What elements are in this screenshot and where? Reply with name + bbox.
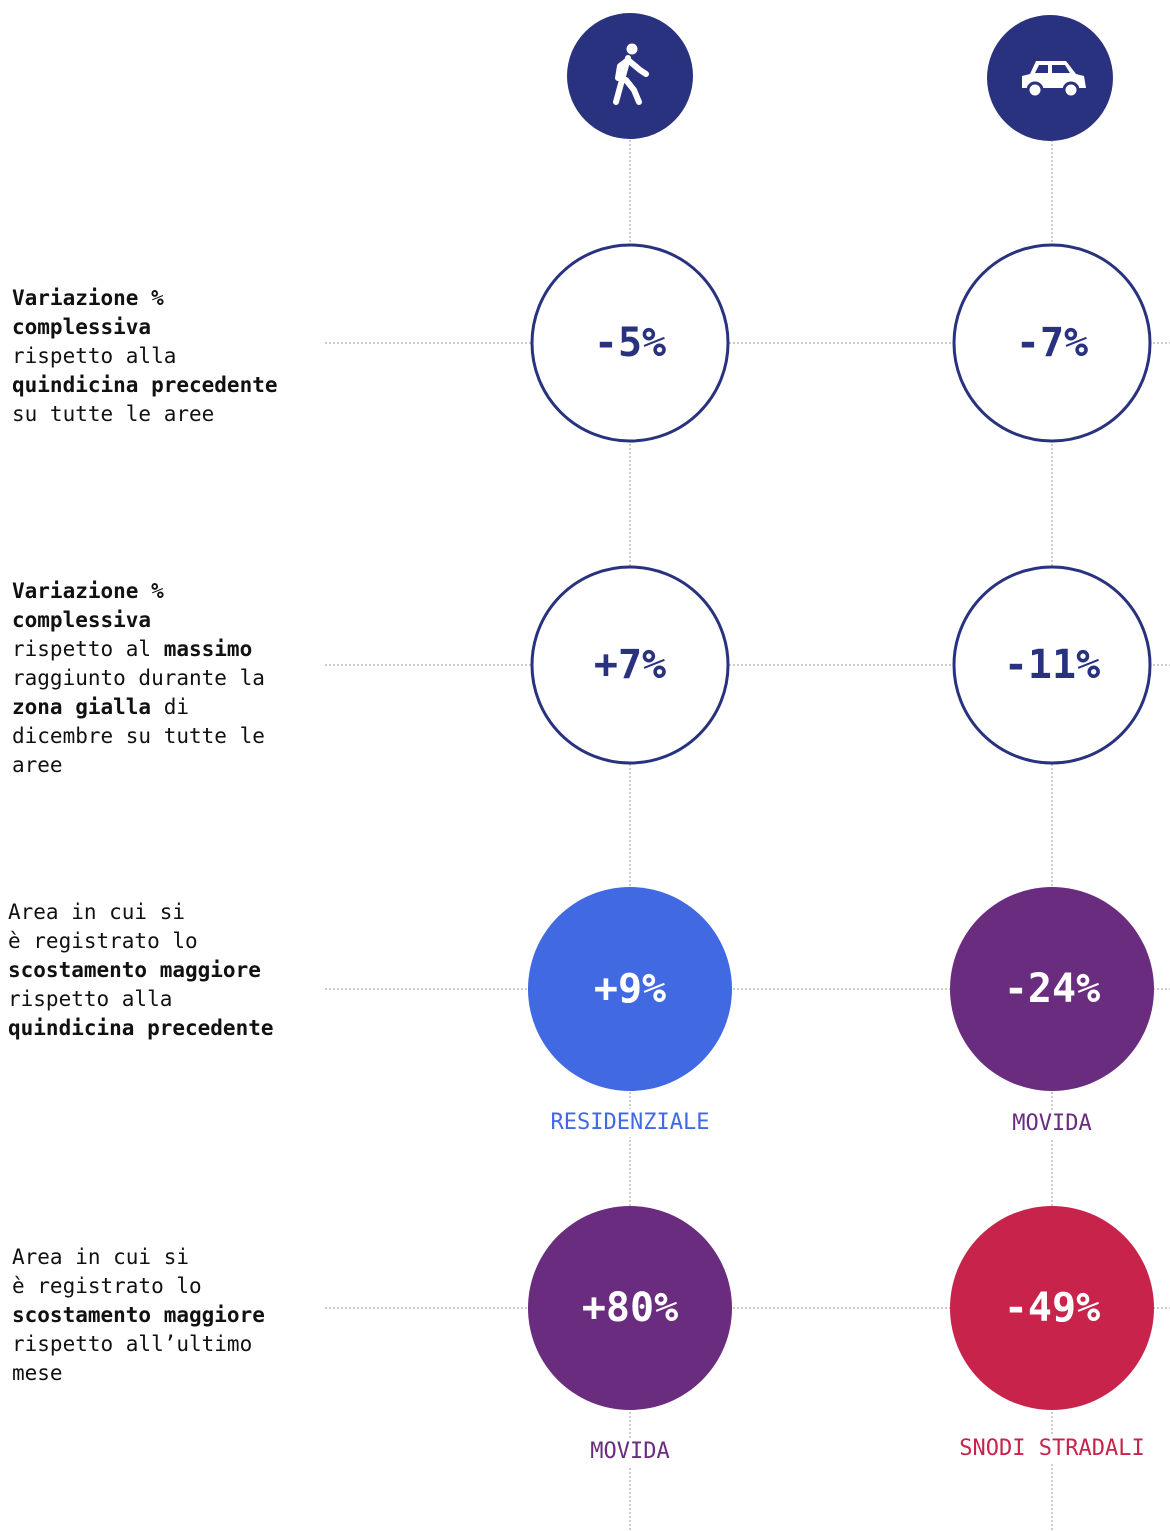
car-icon — [987, 15, 1113, 141]
label-segment: aree — [12, 753, 63, 777]
area-label: SNODI STRADALI — [959, 1436, 1144, 1461]
area-bg — [530, 1438, 730, 1466]
row-label: Variazione % — [12, 579, 164, 603]
label-segment: complessiva — [12, 608, 151, 632]
value: -5% — [594, 320, 666, 366]
row-label: dicembre su tutte le — [12, 724, 265, 748]
row-label: Variazione % — [12, 286, 164, 310]
row-label: è registrato lo — [8, 929, 198, 953]
label-segment: quindicina precedente — [8, 1016, 274, 1040]
label-segment: è registrato lo — [8, 929, 198, 953]
value: +80% — [582, 1285, 678, 1331]
area-bg — [952, 1435, 1152, 1463]
row-label: scostamento maggiore — [12, 1303, 265, 1327]
row-label: rispetto all’ultimo — [12, 1332, 252, 1356]
row-label: aree — [12, 753, 63, 777]
row-label: su tutte le aree — [12, 402, 214, 426]
row-label: zona gialla di — [12, 695, 189, 719]
walk-icon — [567, 13, 693, 139]
row-label: scostamento maggiore — [8, 958, 261, 982]
row-label: è registrato lo — [12, 1274, 202, 1298]
label-segment: rispetto alla — [8, 987, 172, 1011]
area-label: MOVIDA — [590, 1439, 669, 1464]
label-segment: scostamento maggiore — [8, 958, 261, 982]
label-segment: rispetto all’ultimo — [12, 1332, 252, 1356]
row-label: quindicina precedente — [12, 373, 278, 397]
area-label: MOVIDA — [1012, 1111, 1091, 1136]
value-circle — [528, 887, 732, 1091]
value-circle — [952, 565, 1152, 765]
label-segment: Variazione % — [12, 286, 164, 310]
value-circle — [530, 565, 730, 765]
label-segment: su tutte le aree — [12, 402, 214, 426]
label-segment: quindicina precedente — [12, 373, 278, 397]
row-label: rispetto al massimo — [12, 637, 252, 661]
label-segment: dicembre su tutte le — [12, 724, 265, 748]
row-label: Area in cui si — [12, 1245, 189, 1269]
label-segment: zona gialla — [12, 695, 151, 719]
row-label: complessiva — [12, 315, 151, 339]
row-label: mese — [12, 1361, 63, 1385]
value-circle — [950, 887, 1154, 1091]
label-segment: raggiunto durante la — [12, 666, 265, 690]
value-circle — [528, 1206, 732, 1410]
row-label: Area in cui si — [8, 900, 185, 924]
label-segment: massimo — [164, 637, 253, 661]
label-segment: di — [151, 695, 189, 719]
row-label: raggiunto durante la — [12, 666, 265, 690]
value: +7% — [594, 642, 666, 688]
row-label: rispetto alla — [12, 344, 176, 368]
area-label: RESIDENZIALE — [551, 1110, 710, 1135]
value-circle — [530, 243, 730, 443]
label-segment: è registrato lo — [12, 1274, 202, 1298]
row-label: rispetto alla — [8, 987, 172, 1011]
value-circle — [952, 243, 1152, 443]
label-segment: scostamento maggiore — [12, 1303, 265, 1327]
label-segment: complessiva — [12, 315, 151, 339]
row-label: quindicina precedente — [8, 1016, 274, 1040]
label-segment: rispetto alla — [12, 344, 176, 368]
label-segment: Area in cui si — [12, 1245, 189, 1269]
value: -7% — [1016, 320, 1088, 366]
row-label: complessiva — [12, 608, 151, 632]
value: +9% — [594, 966, 666, 1012]
label-segment: mese — [12, 1361, 63, 1385]
value-circle — [950, 1206, 1154, 1410]
value: -11% — [1004, 642, 1100, 688]
value: -24% — [1004, 966, 1100, 1012]
area-bg — [952, 1110, 1152, 1138]
label-segment: rispetto al — [12, 637, 164, 661]
label-segment: Area in cui si — [8, 900, 185, 924]
label-segment: Variazione % — [12, 579, 164, 603]
area-bg — [530, 1109, 730, 1137]
value: -49% — [1004, 1285, 1100, 1331]
icon-circle — [567, 13, 693, 139]
